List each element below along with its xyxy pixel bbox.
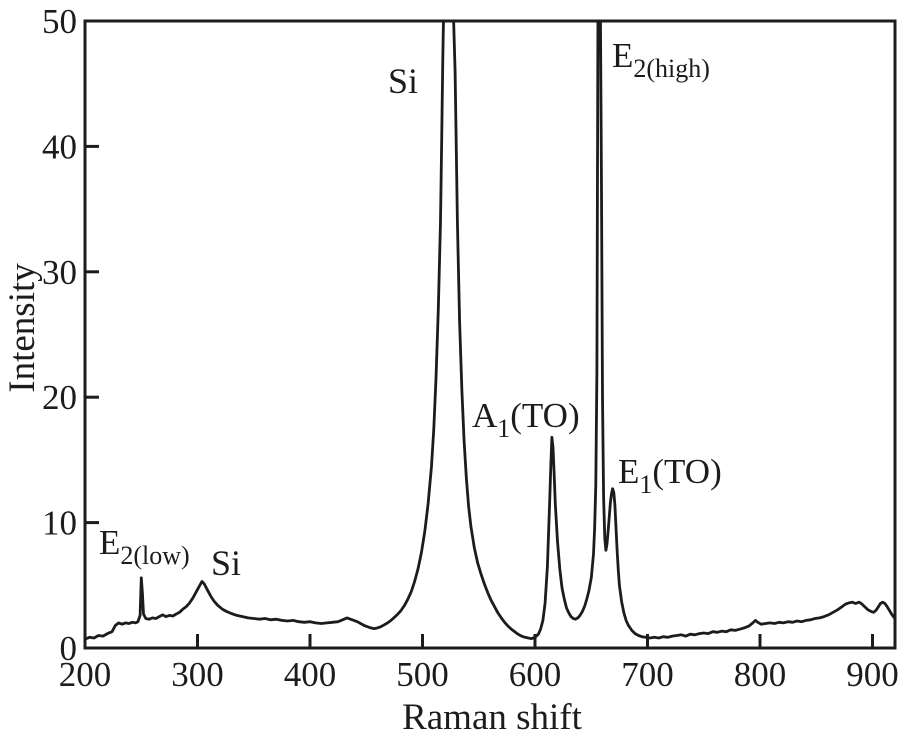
x-tick-label-300: 300 bbox=[171, 655, 224, 694]
x-tick-label-600: 600 bbox=[509, 655, 562, 694]
peak-label-e2-high: E2(high) bbox=[612, 36, 710, 83]
peak-label-e1-to-sub: 1 bbox=[639, 470, 652, 499]
peak-label-e2-low: E2(low) bbox=[99, 523, 190, 570]
y-axis-ticks: 0 10 20 30 40 50 bbox=[42, 2, 99, 668]
peak-label-e1-to-rest: (TO) bbox=[652, 452, 721, 491]
peak-label-a1-to-rest: (TO) bbox=[510, 396, 579, 435]
peak-label-a1-to-sub: 1 bbox=[497, 414, 510, 443]
y-tick-label-50: 50 bbox=[42, 2, 77, 41]
peak-label-a1-to-main: A bbox=[472, 396, 498, 435]
y-tick-label-20: 20 bbox=[42, 378, 77, 417]
x-axis-ticks: 200 300 400 500 600 700 800 900 bbox=[59, 634, 899, 694]
peak-label-si-main: Si bbox=[388, 61, 418, 101]
x-tick-label-200: 200 bbox=[59, 655, 112, 694]
x-tick-label-900: 900 bbox=[846, 655, 899, 694]
peak-label-e2-high-sub: 2(high) bbox=[633, 54, 710, 83]
x-axis-title: Raman shift bbox=[402, 697, 583, 738]
spectrum-trace bbox=[83, 21, 897, 641]
x-tick-label-400: 400 bbox=[284, 655, 337, 694]
y-axis-title: Intensity bbox=[2, 263, 43, 393]
peak-label-e2-high-main: E bbox=[612, 36, 633, 75]
peak-label-a1-to: A1(TO) bbox=[472, 396, 580, 443]
y-tick-label-40: 40 bbox=[42, 127, 77, 166]
y-tick-label-30: 30 bbox=[42, 253, 77, 292]
y-tick-label-10: 10 bbox=[42, 504, 77, 543]
x-tick-label-800: 800 bbox=[734, 655, 787, 694]
y-tick-label-0: 0 bbox=[60, 629, 78, 668]
x-tick-label-500: 500 bbox=[396, 655, 449, 694]
spectrum-trace-group bbox=[83, 21, 897, 641]
peak-label-e1-to: E1(TO) bbox=[618, 452, 722, 499]
peak-label-si-small: Si bbox=[211, 543, 241, 583]
peak-label-e2-low-main: E bbox=[99, 523, 120, 562]
peak-label-e1-to-main: E bbox=[618, 452, 639, 491]
peak-label-e2-low-sub: 2(low) bbox=[120, 541, 189, 570]
plot-frame bbox=[83, 19, 897, 650]
x-tick-label-700: 700 bbox=[621, 655, 674, 694]
